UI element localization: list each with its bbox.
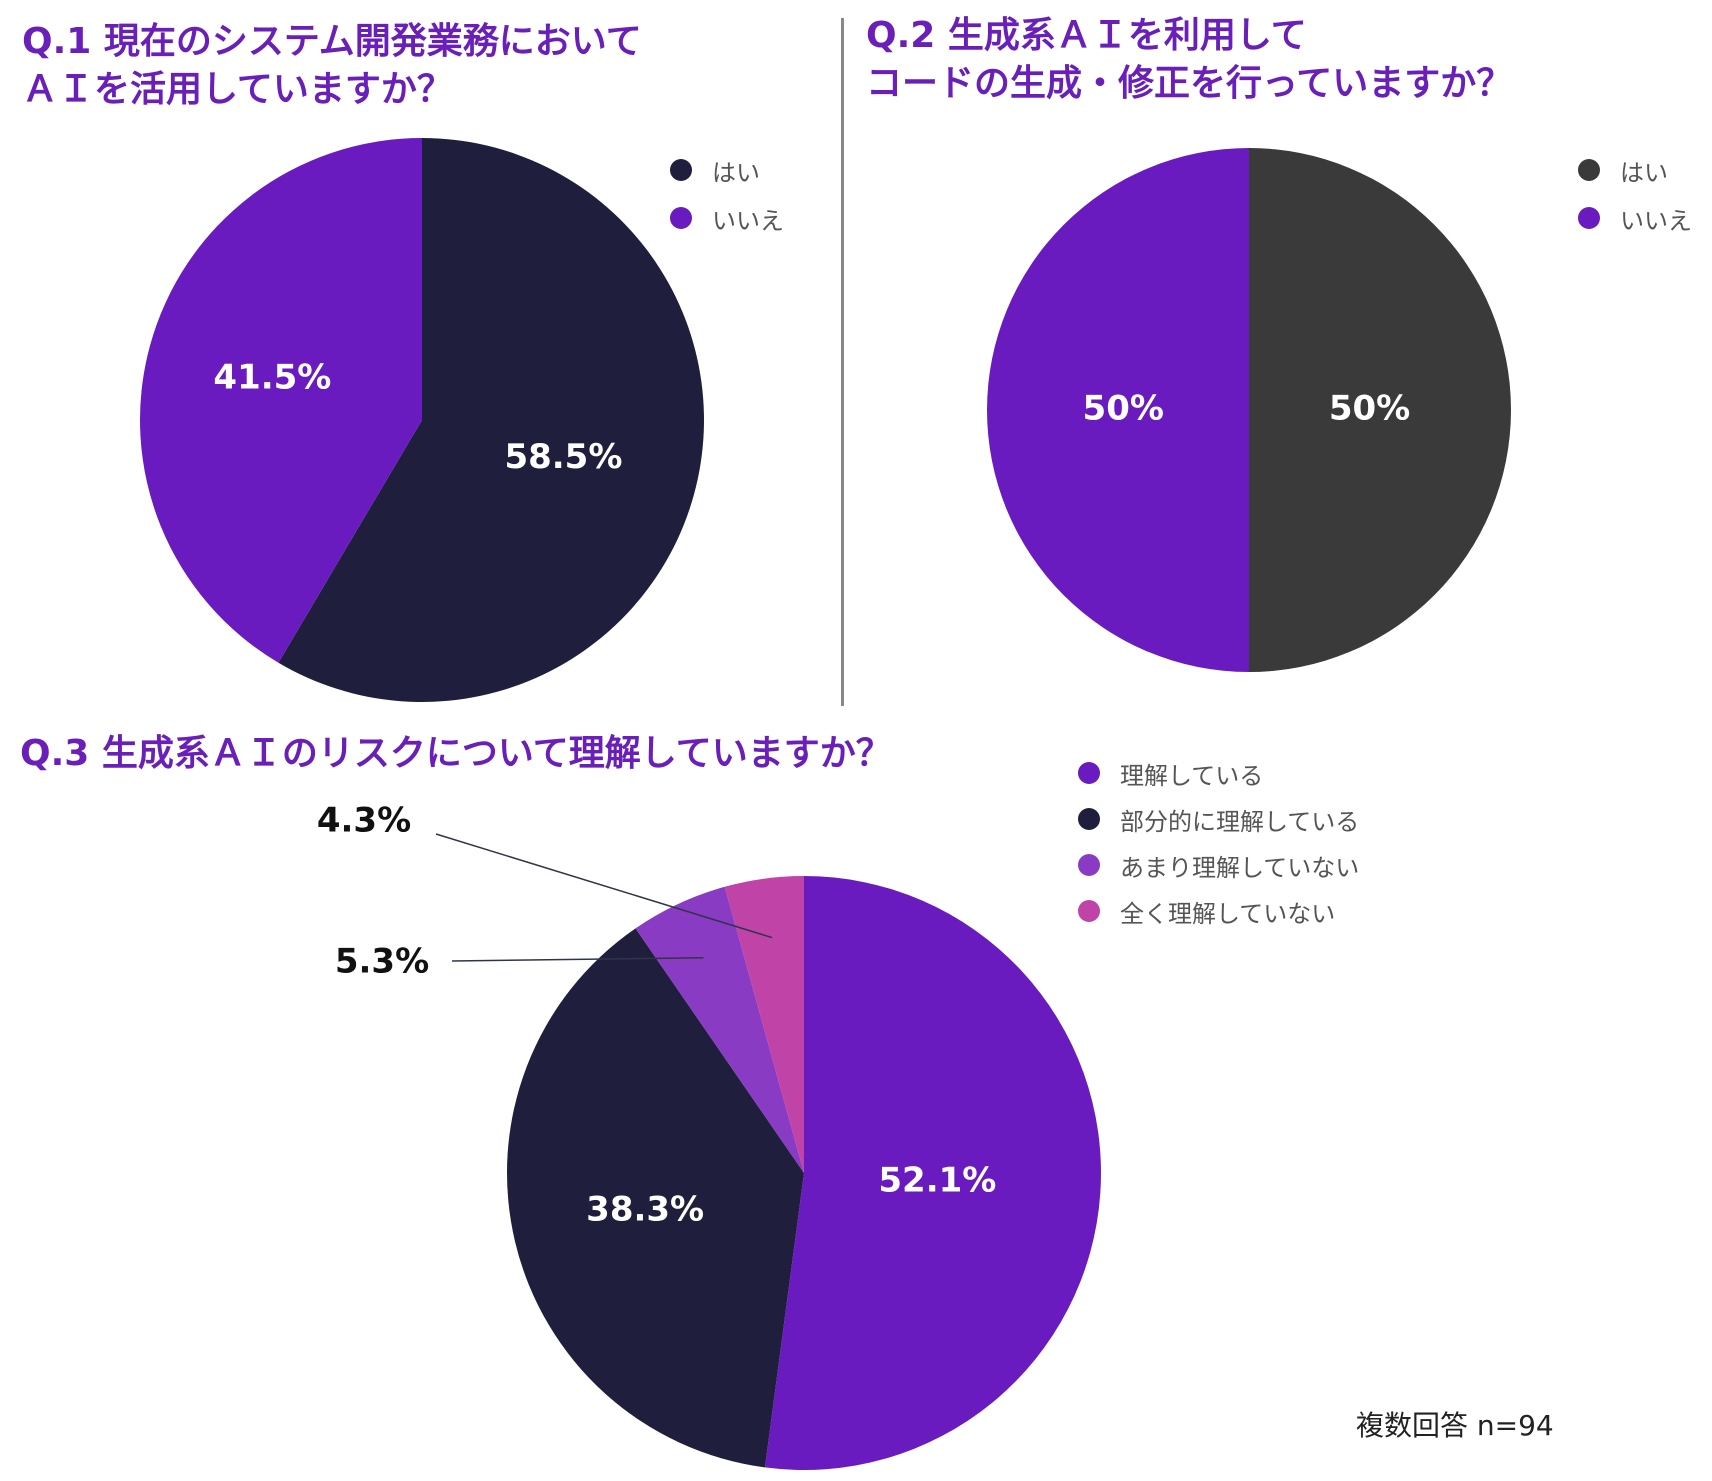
legend-item-no: いいえ — [1578, 194, 1692, 242]
legend-label: あまり理解していない — [1120, 853, 1360, 882]
legend-marker — [1578, 159, 1600, 181]
data-label: 41.5% — [213, 358, 331, 398]
data-label: 58.5% — [504, 437, 622, 477]
legend-label: 部分的に理解している — [1120, 807, 1360, 836]
data-label: 5.3% — [335, 942, 429, 982]
respondents-note: 複数回答 n=94 — [1356, 1409, 1554, 1442]
legend-marker — [1578, 207, 1600, 229]
leader-line — [435, 833, 773, 939]
legend-label: はい — [1620, 158, 1668, 187]
legend-marker — [1078, 900, 1100, 922]
legend-label: 理解している — [1120, 761, 1264, 790]
legend-label: いいえ — [1620, 206, 1692, 235]
pie-slice-3 — [724, 876, 804, 1173]
legend-label: はい — [712, 158, 760, 187]
legend-item-yes: はい — [670, 146, 784, 194]
q2-legend: はい いいえ — [1578, 146, 1692, 242]
legend-marker — [1078, 808, 1100, 830]
legend-marker — [1078, 854, 1100, 876]
q3-title: Q.3 生成系ＡＩのリスクについて理解していますか？ — [20, 733, 892, 774]
pie-slice-0 — [764, 876, 1101, 1470]
legend-item-understand: 理解している — [1078, 750, 1359, 796]
data-label: 50% — [1083, 389, 1164, 429]
q1-title: Q.1 現在のシステム開発業務において ＡＩを活用していますか？ — [22, 21, 642, 110]
data-label: 38.3% — [586, 1190, 704, 1230]
legend-label: 全く理解していない — [1120, 899, 1336, 928]
legend-item-yes: はい — [1578, 146, 1692, 194]
data-label: 50% — [1329, 389, 1410, 429]
leader-line — [451, 956, 704, 962]
q2-title: Q.2 生成系ＡＩを利用して コードの生成・修正を行っていますか？ — [866, 15, 1513, 104]
data-label: 4.3% — [317, 801, 411, 841]
q3-legend: 理解している 部分的に理解している あまり理解していない 全く理解していない — [1078, 750, 1359, 934]
section-divider — [841, 18, 844, 706]
pie-slice-1 — [987, 148, 1249, 672]
q1-legend: はい いいえ — [670, 146, 784, 242]
legend-item-no: いいえ — [670, 194, 784, 242]
legend-marker — [670, 207, 692, 229]
legend-label: いいえ — [712, 206, 784, 235]
data-label: 52.1% — [878, 1160, 996, 1200]
legend-marker — [1078, 762, 1100, 784]
legend-marker — [670, 159, 692, 181]
legend-item-partial: 部分的に理解している — [1078, 796, 1359, 842]
legend-item-not-at-all: 全く理解していない — [1078, 888, 1359, 934]
pie-slice-0 — [1249, 148, 1511, 672]
pie-slice-0 — [278, 138, 704, 703]
legend-item-not-much: あまり理解していない — [1078, 842, 1359, 888]
pie-slice-1 — [139, 138, 423, 663]
pie-slice-1 — [506, 928, 804, 1468]
